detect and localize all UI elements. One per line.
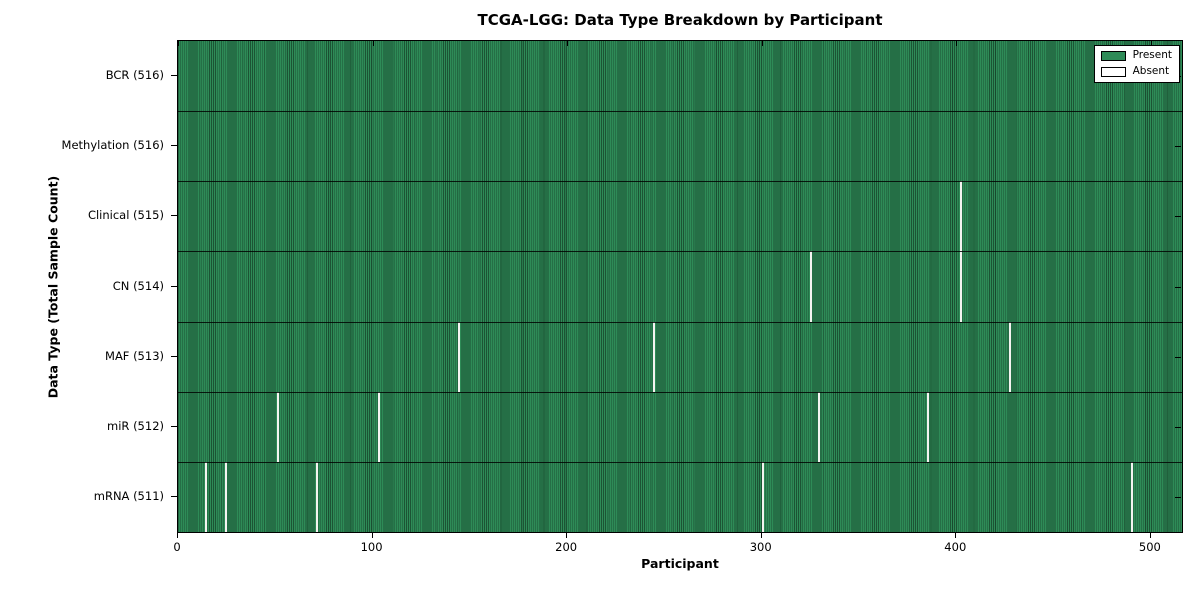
legend-entry-present: Present: [1100, 49, 1172, 62]
y-tick-label: Methylation (516): [61, 138, 164, 153]
legend-entry-absent: Absent: [1100, 65, 1172, 78]
x-tick-mark-top: [761, 41, 763, 46]
x-tick-mark: [1149, 533, 1151, 538]
legend-label-present: Present: [1132, 49, 1172, 61]
legend-swatch-absent: [1100, 66, 1126, 77]
legend-label-absent: Absent: [1132, 65, 1170, 77]
legend-swatch-present: [1100, 50, 1126, 61]
x-tick-label: 100: [360, 540, 383, 554]
absent-mark: [818, 391, 821, 462]
y-tick-mark: [171, 145, 177, 147]
heatmap-row-miR: [178, 391, 1182, 462]
legend: Present Absent: [1093, 45, 1180, 83]
absent-mark: [378, 391, 381, 462]
row-separator: [178, 321, 1182, 323]
absent-mark: [224, 461, 227, 532]
chart-title: TCGA-LGG: Data Type Breakdown by Partici…: [477, 11, 883, 29]
x-tick-mark: [955, 533, 957, 538]
x-tick-mark-top: [372, 41, 374, 46]
heatmap-row-CN: [178, 251, 1182, 322]
y-tick-mark: [171, 215, 177, 217]
x-tick-mark: [760, 533, 762, 538]
x-tick-label: 300: [749, 540, 772, 554]
x-axis-label: Participant: [641, 556, 719, 571]
y-tick-label: Clinical (515): [87, 208, 164, 223]
absent-mark: [927, 391, 930, 462]
absent-mark: [1131, 461, 1134, 532]
x-tick-label: 500: [1138, 540, 1161, 554]
heatmap-row-Methylation: [178, 111, 1182, 181]
y-tick-mark: [171, 355, 177, 357]
y-tick-mark-right: [1175, 356, 1181, 358]
y-tick-mark: [171, 75, 177, 77]
absent-mark: [960, 181, 963, 252]
x-tick-mark: [566, 533, 568, 538]
absent-mark: [810, 251, 813, 322]
y-axis-label: Data Type (Total Sample Count): [45, 175, 61, 399]
absent-mark: [652, 321, 655, 392]
y-tick-label: BCR (516): [105, 68, 164, 83]
row-separator: [178, 181, 1182, 183]
plot-area: Present Absent: [177, 40, 1183, 533]
absent-mark: [277, 391, 280, 462]
x-tick-mark-top: [1150, 41, 1152, 46]
x-tick-label: 200: [555, 540, 578, 554]
y-tick-mark-right: [1175, 286, 1181, 288]
y-tick-label: CN (514): [112, 278, 164, 293]
absent-mark: [960, 251, 963, 322]
row-separator: [178, 391, 1182, 393]
x-tick-mark: [177, 533, 178, 538]
y-tick-mark-right: [1175, 426, 1181, 428]
x-tick-mark-top: [956, 41, 958, 46]
absent-mark: [458, 321, 461, 392]
absent-mark: [316, 461, 319, 532]
x-axis: 0 100 200 300 400 500: [173, 533, 1183, 573]
row-separator: [178, 461, 1182, 463]
row-separator: [178, 251, 1182, 253]
absent-mark: [205, 461, 208, 532]
absent-mark: [761, 461, 764, 532]
absent-mark: [1008, 321, 1011, 392]
heatmap-row-Clinical: [178, 181, 1182, 252]
y-tick-mark: [171, 285, 177, 287]
x-tick-label: 400: [944, 540, 967, 554]
y-tick-label: MAF (513): [105, 348, 164, 363]
heatmap-row-MAF: [178, 321, 1182, 392]
x-tick-mark-top: [567, 41, 569, 46]
y-tick-mark-right: [1175, 146, 1181, 148]
y-tick-mark: [171, 495, 177, 497]
x-tick-mark-top: [178, 41, 179, 46]
heatmap-row-mRNA: [178, 461, 1182, 532]
y-tick-label: miR (512): [107, 418, 164, 433]
y-tick-label: mRNA (511): [93, 488, 164, 503]
x-tick-label: 0: [173, 540, 181, 554]
y-tick-mark-right: [1175, 216, 1181, 218]
row-separator: [178, 111, 1182, 113]
y-tick-mark-right: [1175, 496, 1181, 498]
y-tick-mark: [171, 425, 177, 427]
heatmap-row-BCR: [178, 41, 1182, 111]
x-tick-mark: [371, 533, 373, 538]
